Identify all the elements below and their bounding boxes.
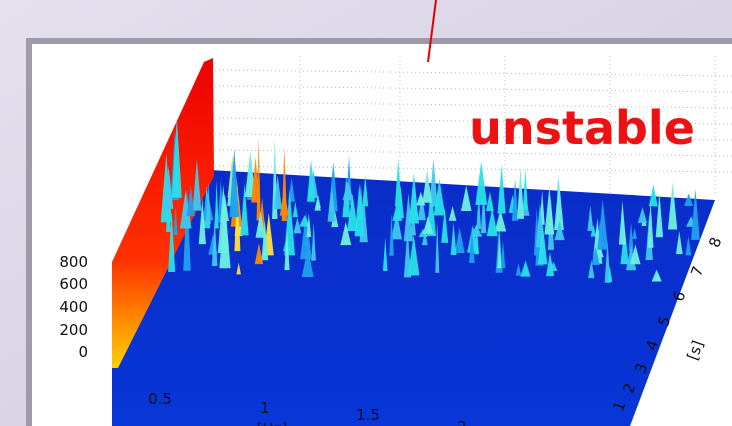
x-tick-label: 1 — [260, 399, 270, 417]
z-tick-label: 0 — [78, 343, 88, 361]
page: unstable 80060040020000.511.52[Hz]123456… — [0, 0, 732, 426]
x-tick-label: 1.5 — [356, 406, 380, 424]
z-tick-label: 200 — [59, 321, 88, 339]
z-tick-label: 400 — [59, 298, 88, 316]
x-axis-label: [Hz] — [257, 420, 288, 426]
z-tick-label: 600 — [59, 275, 88, 293]
screenshot: unstable 80060040020000.511.52[Hz]123456… — [0, 0, 732, 426]
annotation: unstable — [469, 101, 695, 155]
x-tick-label: 2 — [457, 418, 467, 426]
z-tick-label: 800 — [59, 253, 88, 271]
x-tick-label: 0.5 — [148, 390, 172, 408]
